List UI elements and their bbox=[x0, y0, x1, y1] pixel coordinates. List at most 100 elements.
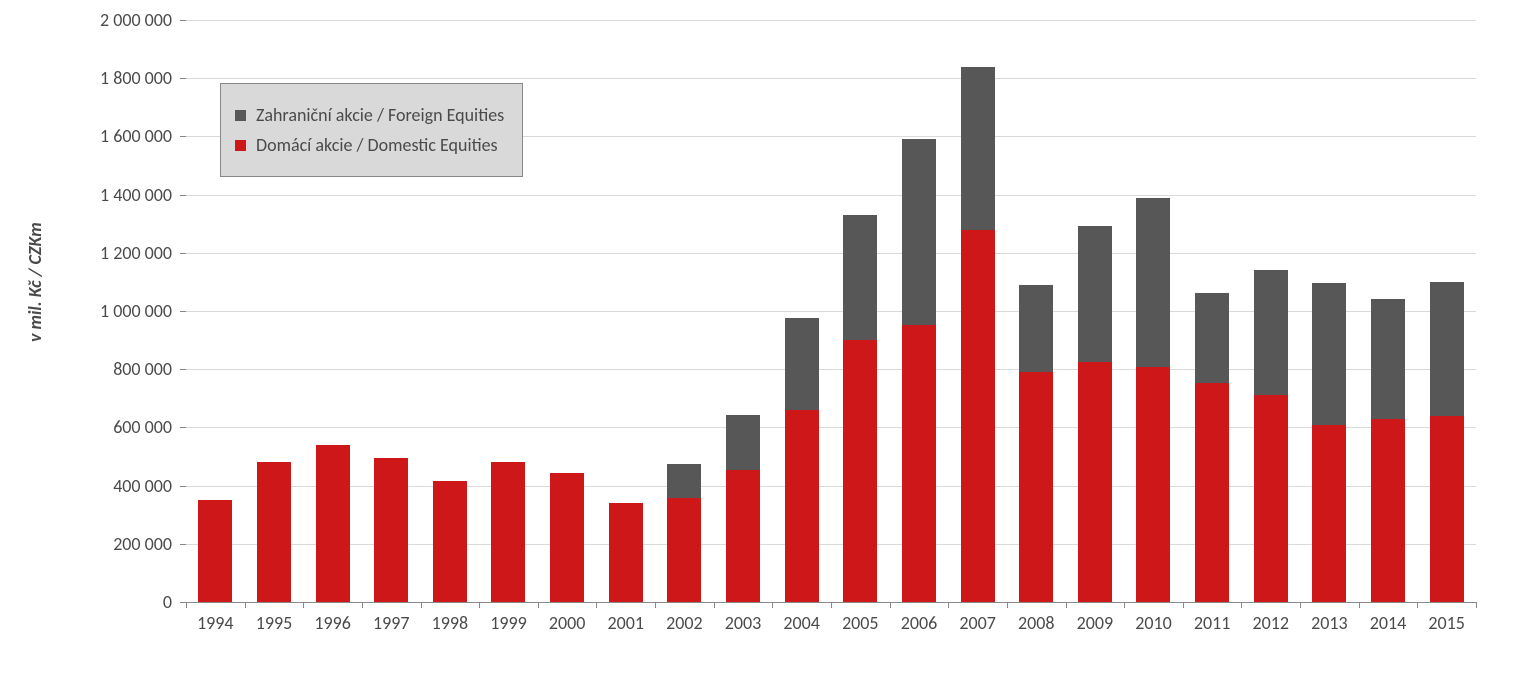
x-tick-mark bbox=[1241, 602, 1242, 608]
x-tick-mark bbox=[1183, 602, 1184, 608]
bar-segment-domestic bbox=[550, 473, 584, 602]
bar-segment-domestic bbox=[198, 500, 232, 602]
chart-legend: Zahraniční akcie / Foreign Equities Domác… bbox=[220, 83, 523, 177]
bar-segment-foreign bbox=[1254, 270, 1288, 396]
bar-segment-domestic bbox=[785, 410, 819, 602]
y-tick-mark bbox=[180, 544, 186, 546]
bar-stack bbox=[667, 464, 701, 602]
x-tick-label: 2007 bbox=[959, 612, 996, 634]
y-tick-label: 2 000 000 bbox=[0, 9, 172, 31]
x-tick-mark bbox=[948, 602, 949, 608]
x-tick-label: 2015 bbox=[1428, 612, 1465, 634]
x-tick-label: 1996 bbox=[314, 612, 351, 634]
x-tick-label: 2003 bbox=[725, 612, 762, 634]
bar-stack bbox=[198, 500, 232, 602]
x-tick-label: 2010 bbox=[1135, 612, 1172, 634]
x-tick-label: 2001 bbox=[608, 612, 645, 634]
x-tick-mark bbox=[655, 602, 656, 608]
x-tick-mark bbox=[772, 602, 773, 608]
bar-stack bbox=[609, 503, 643, 602]
x-tick-mark bbox=[1300, 602, 1301, 608]
x-tick-label: 2005 bbox=[842, 612, 879, 634]
y-tick-label: 200 000 bbox=[0, 533, 172, 555]
bar-stack bbox=[1312, 283, 1346, 602]
legend-item-foreign: Zahraniční akcie / Foreign Equities bbox=[235, 104, 504, 126]
bar-segment-foreign bbox=[902, 139, 936, 324]
x-tick-mark bbox=[714, 602, 715, 608]
bar-segment-domestic bbox=[491, 462, 525, 602]
x-tick-mark bbox=[1007, 602, 1008, 608]
bar-stack bbox=[374, 458, 408, 602]
x-tick-label: 2009 bbox=[1077, 612, 1114, 634]
y-tick-label: 1 400 000 bbox=[0, 184, 172, 206]
x-tick-label: 2008 bbox=[1018, 612, 1055, 634]
bar-segment-foreign bbox=[843, 215, 877, 340]
y-tick-label: 0 bbox=[0, 591, 172, 613]
y-tick-mark bbox=[180, 486, 186, 488]
bar-stack bbox=[1371, 299, 1405, 603]
bar-segment-domestic bbox=[1019, 372, 1053, 602]
bar-stack bbox=[902, 139, 936, 602]
x-tick-label: 2004 bbox=[783, 612, 820, 634]
bar-stack bbox=[1195, 293, 1229, 602]
bar-segment-foreign bbox=[1078, 226, 1112, 362]
x-tick-label: 2014 bbox=[1370, 612, 1407, 634]
y-tick-label: 1 200 000 bbox=[0, 242, 172, 264]
x-tick-mark bbox=[1359, 602, 1360, 608]
y-tick-label: 800 000 bbox=[0, 358, 172, 380]
bar-segment-foreign bbox=[785, 318, 819, 410]
x-tick-label: 1997 bbox=[373, 612, 410, 634]
bar-segment-foreign bbox=[1136, 198, 1170, 367]
y-tick-mark bbox=[180, 427, 186, 429]
y-tick-label: 1 600 000 bbox=[0, 125, 172, 147]
x-tick-label: 2013 bbox=[1311, 612, 1348, 634]
bar-segment-domestic bbox=[902, 325, 936, 602]
x-tick-label: 2002 bbox=[666, 612, 703, 634]
bar-stack bbox=[1078, 226, 1112, 602]
x-tick-label: 1994 bbox=[197, 612, 234, 634]
x-tick-label: 2012 bbox=[1253, 612, 1290, 634]
legend-item-domestic: Domácí akcie / Domestic Equities bbox=[235, 134, 504, 156]
x-tick-mark bbox=[186, 602, 187, 608]
bar-stack bbox=[1136, 198, 1170, 602]
bar-segment-domestic bbox=[1371, 419, 1405, 602]
x-tick-mark bbox=[245, 602, 246, 608]
bar-stack bbox=[1254, 270, 1288, 602]
bar-segment-foreign bbox=[1195, 293, 1229, 382]
bar-segment-domestic bbox=[843, 340, 877, 602]
y-tick-label: 1 000 000 bbox=[0, 300, 172, 322]
bar-segment-foreign bbox=[667, 464, 701, 498]
bar-segment-foreign bbox=[1019, 285, 1053, 372]
y-tick-label: 600 000 bbox=[0, 416, 172, 438]
x-tick-label: 1995 bbox=[256, 612, 293, 634]
bar-stack bbox=[843, 215, 877, 602]
x-tick-label: 2006 bbox=[901, 612, 938, 634]
bar-stack bbox=[491, 462, 525, 602]
x-tick-mark bbox=[596, 602, 597, 608]
bar-segment-domestic bbox=[316, 445, 350, 602]
x-tick-mark bbox=[1417, 602, 1418, 608]
x-tick-mark bbox=[1066, 602, 1067, 608]
bar-stack bbox=[550, 473, 584, 602]
bar-segment-domestic bbox=[257, 462, 291, 602]
bar-segment-domestic bbox=[726, 470, 760, 602]
bar-stack bbox=[316, 445, 350, 602]
bar-segment-domestic bbox=[961, 230, 995, 602]
x-tick-label: 1998 bbox=[432, 612, 469, 634]
y-tick-label: 1 800 000 bbox=[0, 67, 172, 89]
bar-segment-foreign bbox=[961, 67, 995, 230]
y-tick-mark bbox=[180, 78, 186, 80]
x-tick-mark bbox=[890, 602, 891, 608]
x-tick-label: 2011 bbox=[1194, 612, 1231, 634]
bar-stack bbox=[1430, 282, 1464, 602]
bar-stack bbox=[961, 67, 995, 602]
equities-stacked-bar-chart: v mil. Kč / CZKm 0200 000400 000600 0008… bbox=[0, 0, 1516, 675]
y-tick-mark bbox=[180, 20, 186, 22]
x-tick-mark bbox=[1476, 602, 1477, 608]
bar-segment-domestic bbox=[1430, 416, 1464, 602]
y-tick-mark bbox=[180, 369, 186, 371]
bar-segment-foreign bbox=[726, 415, 760, 470]
x-tick-mark bbox=[1124, 602, 1125, 608]
y-tick-mark bbox=[180, 253, 186, 255]
legend-swatch bbox=[235, 110, 246, 121]
